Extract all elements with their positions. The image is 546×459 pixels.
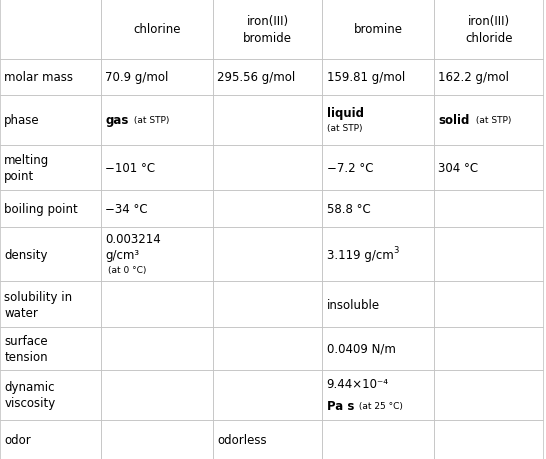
Bar	[322, 191, 434, 227]
Text: 159.81 g/mol: 159.81 g/mol	[327, 71, 405, 84]
Bar	[322, 146, 434, 191]
Bar	[434, 191, 543, 227]
Bar	[322, 96, 434, 146]
Bar	[101, 146, 213, 191]
Bar	[0, 146, 101, 191]
Text: boiling point: boiling point	[4, 202, 78, 216]
Bar	[101, 191, 213, 227]
Bar	[0, 227, 101, 282]
Bar	[101, 60, 213, 96]
Text: (at 25 °C): (at 25 °C)	[356, 401, 403, 410]
Bar	[213, 191, 322, 227]
Text: 295.56 g/mol: 295.56 g/mol	[217, 71, 295, 84]
Text: melting
point: melting point	[4, 154, 50, 183]
Text: dynamic
viscosity: dynamic viscosity	[4, 381, 56, 409]
Bar	[213, 420, 322, 459]
Text: (at 0 °C): (at 0 °C)	[108, 265, 146, 274]
Bar	[434, 370, 543, 420]
Bar	[101, 420, 213, 459]
Bar	[101, 282, 213, 327]
Bar	[213, 146, 322, 191]
Bar	[434, 420, 543, 459]
Text: phase: phase	[4, 114, 40, 127]
Text: 58.8 °C: 58.8 °C	[327, 202, 370, 216]
Bar	[101, 370, 213, 420]
Text: density: density	[4, 248, 48, 261]
Text: (at STP): (at STP)	[327, 123, 362, 133]
Bar	[0, 420, 101, 459]
Bar	[434, 96, 543, 146]
Bar	[0, 60, 101, 96]
Bar	[213, 327, 322, 370]
Bar	[322, 60, 434, 96]
Text: −101 °C: −101 °C	[105, 162, 156, 174]
Bar	[322, 420, 434, 459]
Text: odor: odor	[4, 433, 31, 446]
Text: solid: solid	[438, 114, 470, 127]
Text: 70.9 g/mol: 70.9 g/mol	[105, 71, 169, 84]
Text: chlorine: chlorine	[133, 23, 181, 36]
Bar	[434, 60, 543, 96]
Bar	[213, 227, 322, 282]
Bar	[322, 327, 434, 370]
Text: 3: 3	[393, 246, 399, 255]
Text: 9.44×10⁻⁴: 9.44×10⁻⁴	[327, 377, 389, 391]
Bar	[101, 96, 213, 146]
Bar	[0, 191, 101, 227]
Bar	[101, 227, 213, 282]
Text: (at STP): (at STP)	[472, 116, 511, 125]
Text: (at STP): (at STP)	[132, 116, 170, 125]
Text: Pa s: Pa s	[327, 399, 354, 412]
Text: −7.2 °C: −7.2 °C	[327, 162, 373, 174]
Bar	[322, 227, 434, 282]
Bar	[434, 146, 543, 191]
Bar	[434, 282, 543, 327]
Bar	[0, 0, 101, 60]
Text: −34 °C: −34 °C	[105, 202, 148, 216]
Bar	[322, 282, 434, 327]
Bar	[213, 0, 322, 60]
Bar	[213, 96, 322, 146]
Bar	[0, 96, 101, 146]
Bar	[213, 370, 322, 420]
Text: gas: gas	[105, 114, 129, 127]
Bar	[101, 0, 213, 60]
Text: 162.2 g/mol: 162.2 g/mol	[438, 71, 509, 84]
Bar	[434, 327, 543, 370]
Text: iron(III)
chloride: iron(III) chloride	[465, 15, 512, 45]
Text: solubility in
water: solubility in water	[4, 290, 73, 319]
Bar	[322, 0, 434, 60]
Text: 304 °C: 304 °C	[438, 162, 478, 174]
Text: 0.003214: 0.003214	[105, 233, 161, 246]
Text: surface
tension: surface tension	[4, 334, 48, 363]
Text: 3.119 g/cm: 3.119 g/cm	[327, 248, 393, 261]
Bar	[434, 227, 543, 282]
Bar	[0, 370, 101, 420]
Bar	[322, 370, 434, 420]
Bar	[0, 282, 101, 327]
Text: 0.0409 N/m: 0.0409 N/m	[327, 342, 395, 355]
Bar	[434, 0, 543, 60]
Text: odorless: odorless	[217, 433, 267, 446]
Text: insoluble: insoluble	[327, 298, 379, 311]
Text: g/cm³: g/cm³	[105, 248, 139, 261]
Bar	[213, 60, 322, 96]
Text: molar mass: molar mass	[4, 71, 73, 84]
Bar	[101, 327, 213, 370]
Text: liquid: liquid	[327, 107, 364, 120]
Bar	[213, 282, 322, 327]
Text: bromine: bromine	[354, 23, 402, 36]
Text: iron(III)
bromide: iron(III) bromide	[243, 15, 292, 45]
Bar	[0, 327, 101, 370]
